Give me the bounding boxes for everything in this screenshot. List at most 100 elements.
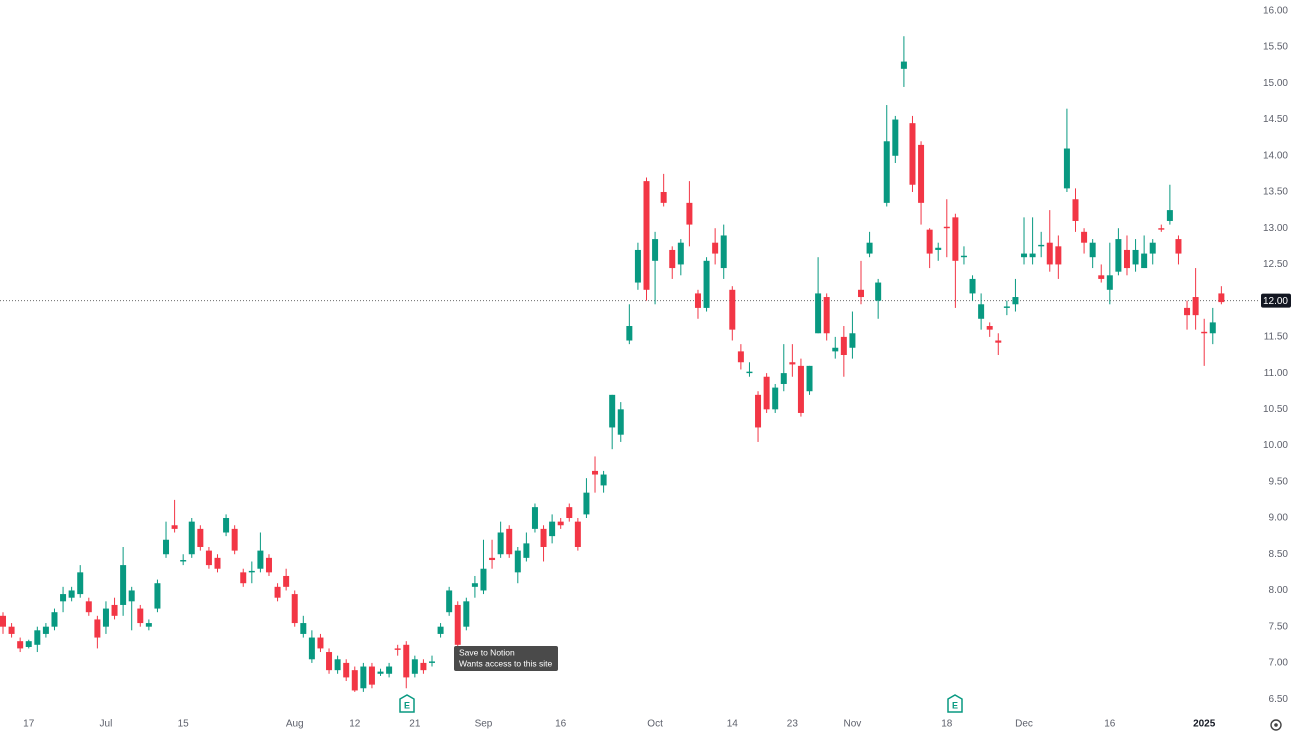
candle <box>1081 228 1088 254</box>
candle <box>1158 224 1165 232</box>
x-tick-label: 18 <box>941 719 953 730</box>
candle-body <box>815 293 822 334</box>
candle <box>849 311 856 359</box>
candle <box>231 525 238 555</box>
candle <box>703 257 710 312</box>
candle <box>102 601 109 634</box>
candle-body <box>995 340 1002 343</box>
candle <box>960 246 967 265</box>
candle-body <box>368 666 375 685</box>
candle <box>617 402 624 442</box>
candle-body <box>291 594 298 624</box>
candle-body <box>1072 199 1079 221</box>
candle-body <box>1123 249 1130 269</box>
candle <box>746 362 753 377</box>
candle-body <box>1089 242 1096 258</box>
candle <box>0 612 6 634</box>
candle-body <box>797 365 804 413</box>
candle <box>94 615 101 649</box>
candle-body <box>566 507 573 519</box>
gear-ring <box>1270 719 1282 731</box>
candle <box>1089 239 1096 269</box>
candle <box>334 655 341 674</box>
x-tick-label: Jul <box>100 719 113 730</box>
candle-body <box>1175 239 1182 254</box>
candle <box>531 503 538 533</box>
candle <box>883 105 890 207</box>
candle-body <box>866 242 873 254</box>
candle-body <box>231 528 238 551</box>
candle <box>1055 235 1062 279</box>
candle <box>1012 278 1019 312</box>
candle-body <box>652 239 659 261</box>
candle <box>892 115 899 164</box>
x-tick-label: 16 <box>555 719 567 730</box>
candle <box>68 586 75 602</box>
candle <box>188 518 195 558</box>
candle-body <box>1166 210 1173 221</box>
candle-body <box>154 583 161 609</box>
candle-body <box>506 528 513 555</box>
candle-body <box>265 557 272 573</box>
candle-body <box>549 521 556 537</box>
earnings-marker[interactable]: E <box>399 694 415 713</box>
candle <box>1046 210 1053 272</box>
candle-body <box>960 255 967 258</box>
settings-icon[interactable] <box>1270 719 1282 731</box>
candle <box>1115 228 1122 276</box>
candle <box>137 604 144 627</box>
candle <box>497 521 504 558</box>
candle-body <box>634 249 641 283</box>
candle <box>223 514 230 537</box>
candle-body <box>1012 297 1019 305</box>
candle-body <box>1038 244 1045 247</box>
candle <box>840 326 847 377</box>
candle <box>995 333 1002 355</box>
candle-body <box>1021 253 1028 258</box>
candle <box>205 546 212 569</box>
candle <box>1141 235 1148 269</box>
candle-body <box>918 144 925 203</box>
earnings-marker[interactable]: E <box>947 694 963 713</box>
candle <box>377 668 384 676</box>
candle <box>797 358 804 417</box>
candle-body <box>943 226 950 229</box>
candle-body <box>471 583 478 587</box>
candle-body <box>806 365 813 392</box>
candle-body <box>120 565 127 605</box>
last-price-label: 12.00 <box>1263 296 1288 307</box>
candle <box>145 619 152 631</box>
candle <box>686 181 693 247</box>
candle <box>626 304 633 345</box>
earnings-label: E <box>952 700 958 710</box>
candle-body <box>746 371 753 374</box>
candle <box>111 597 118 620</box>
candle-body <box>574 521 581 547</box>
plot: 6.50 7.00 7.50 8.00 8.50 9.00 9.50 10.00 10.50 11… <box>0 6 1291 730</box>
candle-body <box>128 590 135 602</box>
candle <box>326 648 333 674</box>
candle-body <box>360 666 367 689</box>
candle-body <box>557 521 564 526</box>
candle <box>643 177 650 301</box>
candle <box>574 518 581 551</box>
candle <box>257 532 264 573</box>
candle-body <box>609 394 616 428</box>
candle <box>274 583 281 602</box>
candle <box>1003 300 1010 316</box>
candle <box>429 655 435 667</box>
candle <box>1218 286 1225 305</box>
candle-body <box>0 615 6 627</box>
candle-body <box>394 648 401 650</box>
candle <box>583 478 590 519</box>
candle <box>403 641 410 689</box>
candle <box>557 518 564 529</box>
candle <box>815 257 822 334</box>
candle <box>437 623 444 638</box>
gear-center <box>1274 723 1278 727</box>
candle-body <box>755 394 762 428</box>
candle <box>308 630 315 663</box>
candle <box>489 539 496 569</box>
candle-body <box>403 644 410 678</box>
